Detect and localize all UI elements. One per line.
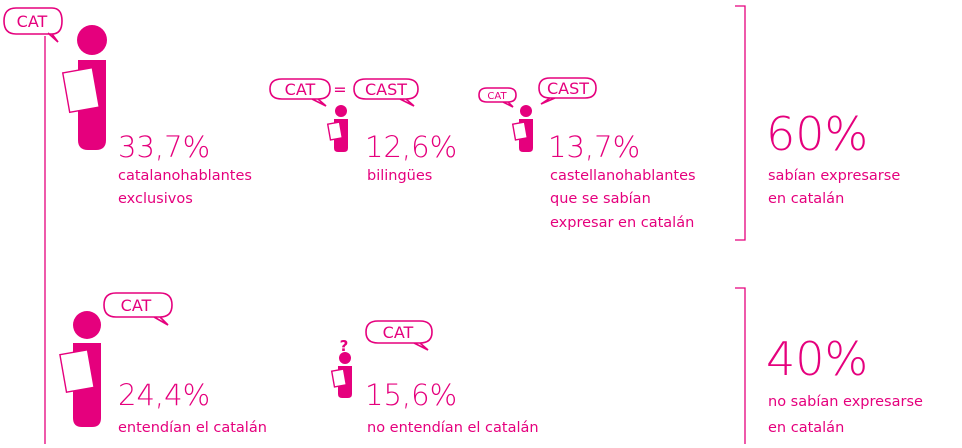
bubble-text: CAST xyxy=(365,80,407,99)
speech-bubble: CAT xyxy=(269,78,331,107)
label: entendían el catalán xyxy=(118,420,267,436)
summary-label: sabían expresarse xyxy=(768,168,900,184)
percentage: 33,7% xyxy=(118,130,210,164)
label: que se sabían xyxy=(550,191,651,207)
person-icon xyxy=(59,311,101,427)
summary-label: en catalán xyxy=(768,191,844,207)
bubble-text: CAT xyxy=(17,12,48,31)
person-icon xyxy=(61,25,107,150)
person-icon xyxy=(511,105,533,152)
label: catalanohablantes xyxy=(118,168,252,184)
percentage: 15,6% xyxy=(365,378,457,412)
speech-bubble: CAT xyxy=(3,7,63,43)
percentage: 13,7% xyxy=(548,130,640,164)
bubble-text: CAT xyxy=(285,80,316,99)
bracket xyxy=(735,5,746,241)
bubble-text: CAST xyxy=(547,79,589,98)
label: expresar en catalán xyxy=(550,215,694,231)
equals-sign: = xyxy=(333,80,346,99)
label: exclusivos xyxy=(118,191,193,207)
bubble-text: CAT xyxy=(121,296,152,315)
bubble-text: CAT xyxy=(487,91,507,102)
bracket xyxy=(735,287,746,444)
summary-percentage: 40% xyxy=(766,332,868,386)
label: bilingües xyxy=(367,168,432,184)
summary-label: no sabían expresarse xyxy=(768,394,923,410)
speech-bubble: CAST xyxy=(538,77,597,105)
speech-bubble: CAT xyxy=(365,320,433,351)
percentage: 24,4% xyxy=(118,378,210,412)
summary-percentage: 60% xyxy=(766,107,868,161)
percentage: 12,6% xyxy=(365,130,457,164)
summary-label: en catalán xyxy=(768,420,844,436)
person-icon xyxy=(330,352,352,398)
speech-bubble: CAT xyxy=(103,292,173,326)
person-icon xyxy=(326,105,348,152)
label: no entendían el catalán xyxy=(367,420,539,436)
speech-bubble: CAT xyxy=(478,87,517,108)
bubble-text: CAT xyxy=(383,323,414,342)
question-mark: ? xyxy=(340,337,349,355)
speech-bubble: CAST xyxy=(353,78,419,107)
label: castellanohablantes xyxy=(550,168,696,184)
